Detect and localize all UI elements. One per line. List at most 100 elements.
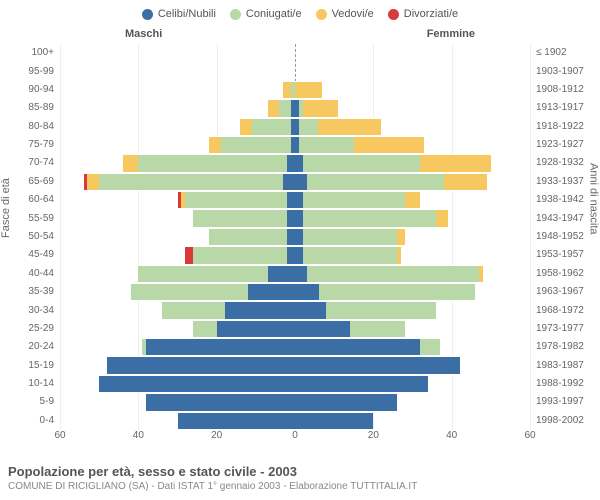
bar-segment <box>307 173 444 191</box>
legend-label: Vedovi/e <box>332 8 374 20</box>
pyramid-row <box>60 356 530 374</box>
bar-segment <box>240 118 252 136</box>
bar-segment <box>287 246 295 264</box>
female-half <box>295 283 530 301</box>
male-half <box>60 81 295 99</box>
age-label: 95-99 <box>28 67 54 77</box>
x-axis: 6040200204060 <box>60 430 530 444</box>
bar-segment <box>397 228 405 246</box>
male-half <box>60 412 295 430</box>
birth-label: 1913-1917 <box>536 103 584 113</box>
bar-segment <box>295 320 350 338</box>
bar-segment <box>354 136 425 154</box>
birth-label: 1948-1952 <box>536 232 584 242</box>
pyramid-row <box>60 118 530 136</box>
age-label: 55-59 <box>28 214 54 224</box>
male-half <box>60 191 295 209</box>
pyramid-row <box>60 246 530 264</box>
bar-segment <box>268 265 295 283</box>
age-label: 50-54 <box>28 232 54 242</box>
birth-labels: ≤ 19021903-19071908-19121913-19171918-19… <box>532 44 600 430</box>
bar-segment <box>217 320 295 338</box>
pyramid-row <box>60 265 530 283</box>
pyramid-row <box>60 99 530 117</box>
legend-swatch <box>388 9 399 20</box>
pyramid-row <box>60 44 530 62</box>
header-male: Maschi <box>125 28 162 40</box>
footer: Popolazione per età, sesso e stato civil… <box>8 464 417 492</box>
pyramid-row <box>60 136 530 154</box>
bar-segment <box>221 136 292 154</box>
chart-subtitle: COMUNE DI RICIGLIANO (SA) - Dati ISTAT 1… <box>8 481 417 492</box>
bar-segment <box>146 393 295 411</box>
female-half <box>295 136 530 154</box>
bar-segment <box>99 173 283 191</box>
pyramid-row <box>60 338 530 356</box>
bar-segment <box>287 191 295 209</box>
legend-item: Celibi/Nubili <box>142 8 216 20</box>
female-half <box>295 228 530 246</box>
pyramid-row <box>60 320 530 338</box>
pyramid-row <box>60 301 530 319</box>
bar-segment <box>295 301 326 319</box>
birth-label: 1943-1947 <box>536 214 584 224</box>
age-label: 100+ <box>31 48 54 58</box>
birth-label: 1973-1977 <box>536 324 584 334</box>
bar-segment <box>283 81 291 99</box>
female-half <box>295 301 530 319</box>
bar-segment <box>397 246 401 264</box>
legend-label: Celibi/Nubili <box>158 8 216 20</box>
bar-segment <box>303 246 397 264</box>
bar-segment <box>268 99 280 117</box>
age-label: 5-9 <box>40 397 54 407</box>
male-half <box>60 393 295 411</box>
female-half <box>295 154 530 172</box>
female-half <box>295 209 530 227</box>
bar-segment <box>295 173 307 191</box>
bar-segment <box>436 209 448 227</box>
bar-segment <box>295 228 303 246</box>
pyramid-row <box>60 412 530 430</box>
bar-segment <box>209 136 221 154</box>
bar-segment <box>193 320 217 338</box>
birth-label: ≤ 1902 <box>536 48 567 58</box>
male-half <box>60 283 295 301</box>
male-half <box>60 320 295 338</box>
header-female: Femmine <box>427 28 475 40</box>
birth-label: 1978-1982 <box>536 342 584 352</box>
pyramid-row <box>60 283 530 301</box>
male-half <box>60 301 295 319</box>
bar-segment <box>420 338 440 356</box>
birth-label: 1933-1937 <box>536 177 584 187</box>
female-half <box>295 118 530 136</box>
bar-segment <box>295 81 322 99</box>
female-half <box>295 81 530 99</box>
legend-swatch <box>142 9 153 20</box>
birth-label: 1963-1967 <box>536 287 584 297</box>
pyramid-row <box>60 62 530 80</box>
age-label: 85-89 <box>28 103 54 113</box>
age-label: 65-69 <box>28 177 54 187</box>
pyramid-row <box>60 393 530 411</box>
male-half <box>60 118 295 136</box>
male-half <box>60 338 295 356</box>
pyramid-row <box>60 209 530 227</box>
bar-segment <box>107 356 295 374</box>
birth-label: 1988-1992 <box>536 379 584 389</box>
bar-segment <box>319 283 476 301</box>
bar-segment <box>326 301 436 319</box>
legend-label: Coniugati/e <box>246 8 302 20</box>
female-half <box>295 99 530 117</box>
female-half <box>295 246 530 264</box>
birth-label: 1918-1922 <box>536 122 584 132</box>
male-half <box>60 173 295 191</box>
bar-segment <box>295 375 428 393</box>
bar-segment <box>299 136 354 154</box>
bar-segment <box>295 393 397 411</box>
male-half <box>60 62 295 80</box>
female-half <box>295 338 530 356</box>
bar-segment <box>123 154 139 172</box>
legend-item: Coniugati/e <box>230 8 302 20</box>
x-tick: 40 <box>133 430 144 441</box>
age-label: 35-39 <box>28 287 54 297</box>
